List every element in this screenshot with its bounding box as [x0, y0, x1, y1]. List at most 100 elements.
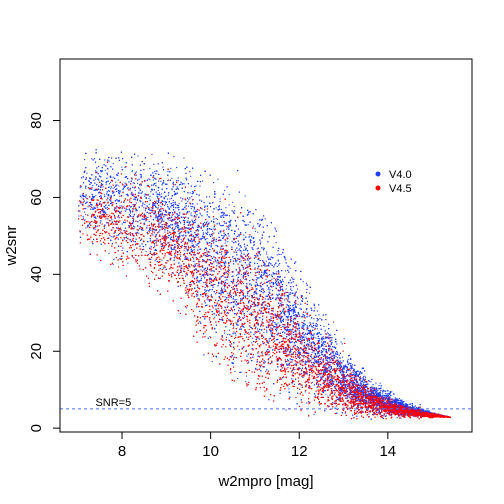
scatter-point [186, 197, 188, 199]
scatter-point [104, 159, 106, 161]
scatter-point [320, 350, 322, 352]
scatter-point [127, 188, 129, 190]
scatter-point [203, 270, 205, 272]
scatter-point [366, 390, 368, 392]
scatter-point [398, 402, 400, 404]
scatter-point [188, 211, 190, 213]
scatter-point [214, 316, 216, 318]
scatter-point [256, 328, 258, 330]
scatter-point [224, 306, 226, 308]
scatter-point [148, 203, 150, 205]
scatter-point [316, 310, 318, 312]
scatter-point [276, 277, 278, 279]
scatter-point [217, 263, 219, 265]
scatter-point [311, 381, 313, 383]
scatter-point [361, 384, 363, 386]
scatter-point [307, 312, 309, 314]
scatter-point [144, 180, 146, 182]
scatter-point [155, 217, 157, 219]
scatter-point [265, 278, 267, 280]
scatter-point [86, 201, 88, 203]
scatter-point [410, 413, 412, 415]
scatter-point [123, 238, 125, 240]
scatter-point [248, 332, 250, 334]
scatter-point [284, 337, 286, 339]
scatter-point [203, 221, 205, 223]
scatter-point [220, 208, 222, 210]
scatter-point [359, 391, 361, 393]
scatter-point [118, 185, 120, 187]
scatter-point [130, 193, 132, 195]
scatter-point [264, 218, 266, 220]
scatter-point [177, 215, 179, 217]
scatter-point [285, 270, 287, 272]
scatter-point [226, 312, 228, 314]
scatter-point [200, 269, 202, 271]
scatter-point [291, 278, 293, 280]
scatter-point [271, 282, 273, 284]
scatter-point [242, 283, 244, 285]
scatter-point [202, 229, 204, 231]
scatter-point [212, 263, 214, 265]
scatter-point [191, 284, 193, 286]
scatter-point [191, 242, 193, 244]
scatter-point [290, 329, 292, 331]
scatter-point [274, 228, 276, 230]
scatter-point [355, 396, 357, 398]
scatter-point [121, 183, 123, 185]
scatter-point [266, 253, 268, 255]
scatter-point [305, 282, 307, 284]
scatter-point [78, 215, 80, 217]
scatter-point [181, 200, 183, 202]
scatter-point [292, 286, 294, 288]
scatter-point [369, 390, 371, 392]
scatter-point [183, 218, 185, 220]
scatter-point [152, 189, 154, 191]
scatter-point [351, 401, 353, 403]
scatter-point [214, 259, 216, 261]
scatter-point [191, 196, 193, 198]
scatter-point [363, 394, 365, 396]
scatter-point [170, 167, 172, 169]
scatter-point [289, 267, 291, 269]
scatter-point [104, 210, 106, 212]
scatter-point [206, 221, 208, 223]
scatter-point [334, 334, 336, 336]
scatter-point [209, 251, 211, 253]
scatter-point [319, 318, 321, 320]
scatter-point [261, 275, 263, 277]
scatter-point [167, 171, 169, 173]
scatter-point [207, 295, 209, 297]
scatter-point [102, 209, 104, 211]
scatter-point [190, 208, 192, 210]
scatter-point [328, 367, 330, 369]
scatter-point [215, 293, 217, 295]
scatter-point [362, 397, 364, 399]
scatter-point [335, 367, 337, 369]
scatter-point [276, 266, 278, 268]
scatter-point [269, 313, 271, 315]
scatter-point [200, 276, 202, 278]
scatter-point [178, 206, 180, 208]
scatter-point [293, 310, 295, 312]
scatter-point [329, 339, 331, 341]
scatter-point [167, 226, 169, 228]
scatter-point [108, 252, 110, 254]
scatter-point [406, 406, 408, 408]
scatter-point [320, 358, 322, 360]
scatter-point [224, 222, 226, 224]
scatter-point [219, 263, 221, 265]
scatter-point [159, 202, 161, 204]
scatter-point [268, 263, 270, 265]
scatter-point [185, 216, 187, 218]
scatter-point [258, 273, 260, 275]
scatter-point [115, 184, 117, 186]
scatter-point [83, 196, 85, 198]
scatter-point [285, 351, 287, 353]
scatter-point [205, 232, 207, 234]
scatter-point [190, 175, 192, 177]
scatter-point [187, 249, 189, 251]
scatter-point [164, 204, 166, 206]
scatter-point [288, 311, 290, 313]
